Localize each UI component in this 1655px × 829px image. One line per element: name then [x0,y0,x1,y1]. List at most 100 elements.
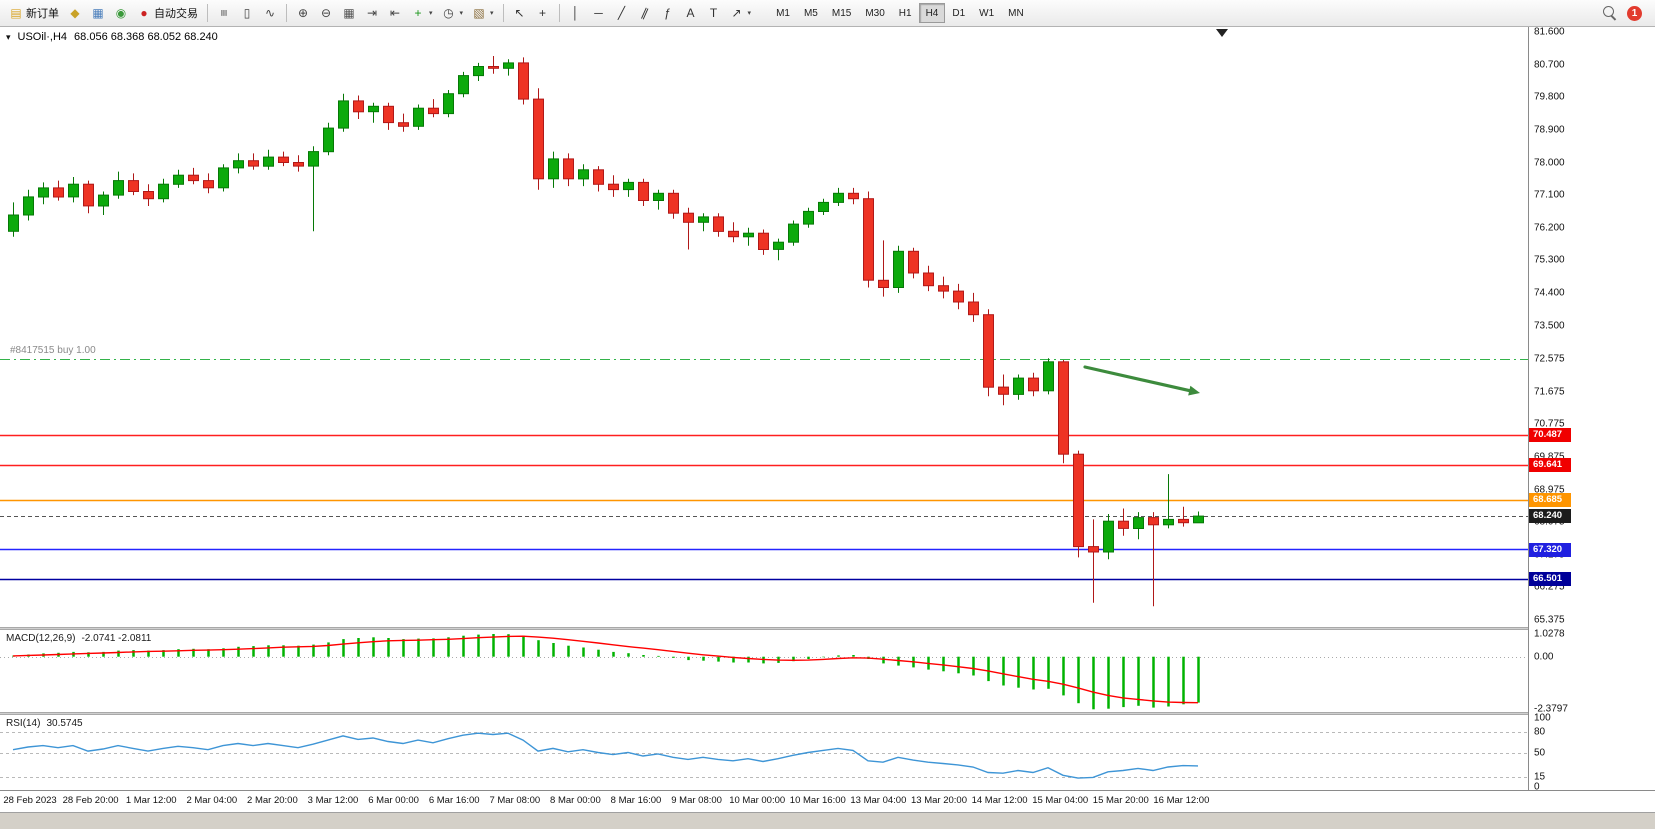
search-icon[interactable] [1603,6,1617,20]
price-scale-label: 72.575 [1534,353,1565,365]
auto-scroll-button[interactable]: ⇥ [361,2,383,24]
market-watch-button[interactable]: ◆ [64,2,86,24]
trendline-button[interactable]: ╱ [611,2,633,24]
price-scale-border [1528,27,1529,790]
navigator-icon: ◉ [115,6,127,20]
bar-chart-button[interactable]: ≡ [213,2,235,24]
time-axis-label: 7 Mar 08:00 [489,795,541,806]
arrow-objects-icon: ↗ [731,6,742,20]
timeframe-M1[interactable]: M1 [776,7,790,19]
timeframe-M30[interactable]: M30 [865,7,885,19]
time-axis-label: 13 Mar 20:00 [911,795,967,806]
chart-title: ▾ USOil·,H4 68.056 68.368 68.052 68.240 [6,31,218,43]
price-scale-label: 69.875 [1534,451,1565,463]
toolbar-separator [558,4,560,22]
text-button[interactable]: A [680,2,702,24]
autotrading-button[interactable]: ● 自动交易 [133,2,202,24]
rsi-pane-canvas[interactable] [0,715,1528,790]
channel-icon: ∥ [638,5,651,21]
candlestick-icon: ▯ [243,6,251,20]
rsi-scale-label: 0 [1534,781,1540,793]
navigator-button[interactable]: ◉ [110,2,132,24]
timeframe-H1[interactable]: H1 [898,7,912,19]
time-axis-label: 10 Mar 16:00 [789,795,846,806]
periods-button[interactable]: ◷ ▾ [438,2,468,24]
timeframe-D1[interactable]: D1 [952,7,966,19]
fibonacci-button[interactable]: ƒ [657,2,679,24]
data-window-button[interactable]: ▦ [87,2,109,24]
crosshair-button[interactable]: + [532,2,554,24]
text-icon: A [686,6,695,20]
new-order-button[interactable]: ▤ 新订单 [5,2,63,24]
candlestick-series [8,56,1204,607]
chart-shift-button[interactable]: ⇤ [384,2,406,24]
time-axis-label: 6 Mar 00:00 [368,795,419,806]
arrows-button[interactable]: ↗ ▾ [726,2,756,24]
time-axis-label: 10 Mar 00:00 [729,795,786,806]
timeframe-M5[interactable]: M5 [803,7,818,19]
one-click-trading-toggle[interactable]: ▾ [6,31,11,42]
label-button[interactable]: T [703,2,725,24]
vertical-line-button[interactable]: │ [565,2,587,24]
pane-splitter-rsi[interactable] [0,712,1655,715]
trend-arrow-annotation[interactable] [1083,365,1200,396]
new-order-button-label: 新订单 [26,8,59,20]
cursor-button[interactable]: ↖ [509,2,531,24]
zoom-out-icon: ⊖ [320,6,332,20]
price-scale-label: 74.400 [1534,287,1565,299]
template-icon: ▧ [473,6,485,20]
time-axis-label: 28 Feb 20:00 [62,795,119,806]
trade-order-label: #8417515 buy 1.00 [10,345,96,356]
dropdown-arrow-icon[interactable]: ▾ [429,10,433,17]
timeframe-MN[interactable]: MN [1008,7,1024,19]
candlestick-chart-button[interactable]: ▯ [236,2,258,24]
line-chart-icon: ∿ [264,6,276,20]
indicators-button[interactable]: + ▾ [407,2,437,24]
window-bottom-strip [0,812,1655,829]
chart-shift-icon: ⇤ [389,6,401,20]
dropdown-arrow-icon[interactable]: ▾ [490,10,494,17]
toolbar-buttons: ▤ 新订单 ◆ ▦ ◉ ● 自动交易 ≡ ▯ ∿ ⊕ ⊖ ▦ ⇥ ⇤ + ▾ ◷ ▾ ▧ ▾ ↖ + │ ─ ╱ ∥ ƒ A T ↗ ▾ [5,2,755,24]
time-axis-label: 3 Mar 12:00 [307,795,359,806]
price-chart-canvas[interactable] [0,27,1528,627]
zoom-in-button[interactable]: ⊕ [292,2,314,24]
timeframe-M15[interactable]: M15 [831,7,852,19]
price-marker: 66.501 [1529,572,1571,587]
price-scale-label: 81.600 [1534,26,1565,38]
pane-splitter-macd[interactable] [0,627,1655,630]
horizontal-line-button[interactable]: ─ [588,2,610,24]
price-marker: 68.240 [1529,509,1571,524]
templates-button[interactable]: ▧ ▾ [468,2,498,24]
chart-shift-marker[interactable] [1216,29,1228,37]
rsi-scale-label: 50 [1534,747,1546,758]
fibonacci-icon: ƒ [664,6,671,20]
macd-scale-label: 1.0278 [1534,628,1565,640]
price-scale-label: 66.275 [1534,581,1565,593]
channel-button[interactable]: ∥ [634,2,656,24]
macd-signal-line [12,635,1199,704]
dropdown-arrow-icon[interactable]: ▾ [747,10,752,17]
ohlc-quote: 68.056 68.368 68.052 68.240 [74,31,218,43]
dropdown-arrow-icon[interactable]: ▾ [459,10,464,17]
data-window-icon: ▦ [92,6,104,20]
rsi-scale-label: 80 [1534,726,1546,738]
timeframe-W1[interactable]: W1 [979,7,995,19]
zoom-out-button[interactable]: ⊖ [315,2,337,24]
price-marker: 69.641 [1529,458,1571,473]
timeframe-H4[interactable]: H4 [918,3,946,23]
time-axis-label: 9 Mar 08:00 [671,795,722,806]
tile-windows-button[interactable]: ▦ [338,2,360,24]
macd-pane-canvas[interactable] [0,630,1528,712]
symbol-period-label: USOil·,H4 [17,31,68,43]
rsi-scale-label: 15 [1534,771,1546,783]
price-marker: 67.320 [1529,542,1571,557]
notification-badge[interactable]: 1 [1627,5,1642,21]
macd-indicator-label: MACD(12,26,9) -2.0741 -2.0811 [6,633,151,644]
rsi-indicator-label: RSI(14) 30.5745 [6,718,83,729]
line-chart-button[interactable]: ∿ [259,2,281,24]
price-scale[interactable]: 81.600 80.700 79.800 78.900 78.000 77.100 76.2… [1529,26,1655,793]
time-axis[interactable]: 28 Feb 2023 28 Feb 20:00 1 Mar 12:00 2 Mar … [0,790,1655,812]
price-scale-label: 75.300 [1534,254,1565,266]
time-axis-label: 15 Mar 20:00 [1092,795,1149,806]
